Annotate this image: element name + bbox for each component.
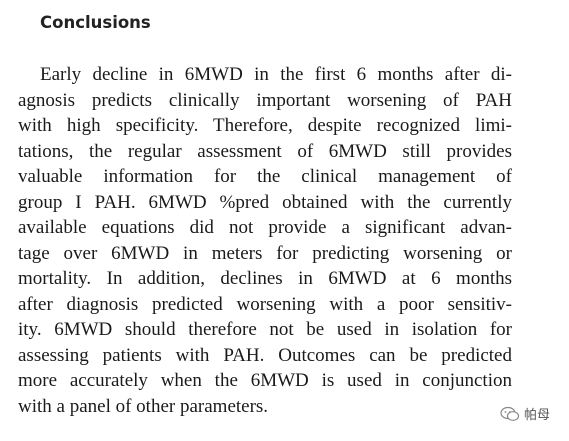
watermark-icon (500, 406, 520, 421)
text-line: agnosis predicts clinically important wo… (18, 89, 512, 111)
text-line: tage over 6MWD in meters for predicting … (18, 242, 512, 264)
text-line: assessing patients with PAH. Outcomes ca… (18, 344, 512, 366)
text-line: more accurately when the 6MWD is used in… (18, 370, 512, 391)
text-line: Early decline in 6MWD in the first 6 mon… (40, 64, 512, 85)
text-line: with high specificity. Therefore, despit… (18, 115, 512, 136)
text-line: after diagnosis predicted worsening with… (18, 293, 512, 315)
watermark: 帕母 (500, 404, 550, 423)
watermark-text: 帕母 (524, 408, 551, 423)
text-line: group I PAH. 6MWD %pred obtained with th… (18, 191, 512, 213)
paragraph: Early decline in 6MWD in the first 6 mon… (18, 62, 512, 419)
text-line: tations, the regular assessment of 6MWD … (18, 140, 512, 162)
text-line: valuable information for the clinical ma… (18, 166, 512, 187)
text-line: mortality. In addition, declines in 6MWD… (18, 268, 512, 289)
text-line: available equations did not provide a si… (18, 217, 512, 238)
section-heading: Conclusions (40, 13, 151, 32)
text-line: with a panel of other parameters. (18, 395, 269, 417)
text-line: ity. 6MWD should therefore not be used i… (18, 319, 512, 340)
